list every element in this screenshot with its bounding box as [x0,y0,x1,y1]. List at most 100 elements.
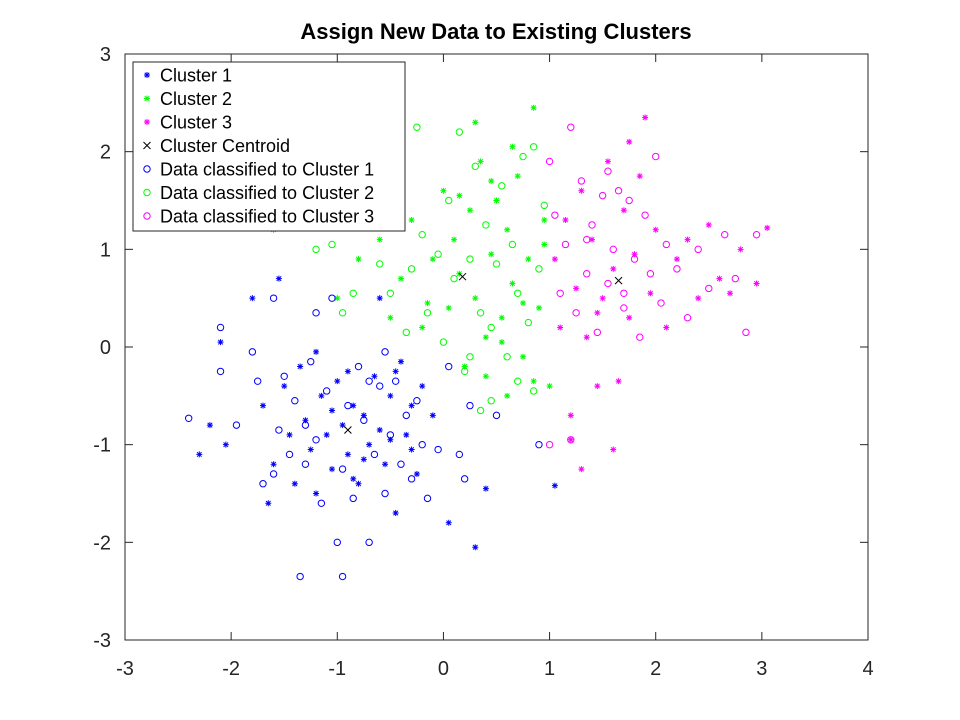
data-point [673,265,681,273]
data-point [540,201,548,210]
data-point [631,251,638,258]
data-point [328,240,336,249]
data-point [594,309,601,316]
data-point [488,251,495,258]
data-point [589,236,596,243]
legend-label: Cluster 3 [160,113,232,133]
data-point [270,461,277,468]
data-point [524,318,533,327]
data-point [455,128,464,136]
data-point [498,182,506,190]
data-point [413,123,421,131]
data-point [355,480,362,487]
data-point [376,236,383,243]
data-point [610,446,617,453]
data-point [551,211,559,219]
data-point [387,392,394,399]
data-point [642,114,649,121]
y-tick-label: -2 [93,532,111,554]
data-point [259,402,266,409]
data-point [360,416,368,424]
data-point [492,411,501,420]
data-point [716,275,723,282]
data-point [482,334,489,341]
data-point [604,279,612,288]
legend-marker [143,165,151,173]
data-point [461,363,468,370]
data-point [652,152,660,161]
series-4 [344,272,623,434]
data-point [318,392,325,399]
data-point [530,378,537,385]
data-point [541,241,548,248]
data-points [184,104,771,581]
data-point [249,295,256,302]
data-point [609,245,617,254]
data-point [567,436,575,444]
data-point [567,412,574,419]
data-point [402,328,410,337]
data-point [408,446,415,453]
data-point [492,260,501,268]
data-point [731,274,740,283]
data-point [487,397,495,405]
data-point [344,401,352,410]
data-point [275,426,283,434]
data-point [381,348,389,356]
data-point [366,441,373,448]
data-point [487,323,495,332]
data-point [360,456,367,463]
data-point [684,236,691,243]
data-point [445,519,452,526]
data-point [312,245,320,254]
data-point [371,373,378,380]
data-point [275,275,282,282]
data-point [556,289,564,297]
data-point [551,256,558,263]
data-point [248,348,257,356]
data-point [423,309,432,317]
legend-box [132,61,406,232]
data-point [354,362,363,371]
data-point [265,500,272,507]
data-point [610,265,617,272]
data-point [322,387,331,395]
data-point [338,309,347,317]
series-2 [270,104,553,399]
data-point [403,431,410,438]
data-point [313,348,320,355]
data-point [598,191,607,200]
data-point [407,265,416,273]
data-point [663,324,670,331]
data-point [313,490,320,497]
data-point [440,187,447,194]
data-point [296,572,304,581]
data-point [482,221,490,229]
series-1 [196,275,558,551]
data-point [477,158,484,165]
data-point [376,382,384,390]
legend-label: Data classified to Cluster 1 [160,160,374,180]
x-tick-label: -1 [328,658,346,680]
chart-title: Assign New Data to Existing Clusters [300,19,691,44]
data-point [588,221,596,229]
legend-label: Cluster 2 [160,89,232,109]
data-point [334,295,341,302]
data-point [386,289,395,297]
data-point [509,143,516,150]
data-point [328,407,335,414]
data-point [445,196,453,205]
data-point [546,383,553,390]
data-point [673,256,680,263]
data-point [312,309,320,317]
data-point [737,246,744,253]
data-point [520,353,527,360]
data-point [338,572,347,581]
data-point [482,485,489,492]
data-point [583,235,591,244]
data-point [450,274,458,283]
data-point [520,300,527,307]
data-point [392,510,399,517]
data-point [350,475,357,482]
series-7 [545,123,761,449]
